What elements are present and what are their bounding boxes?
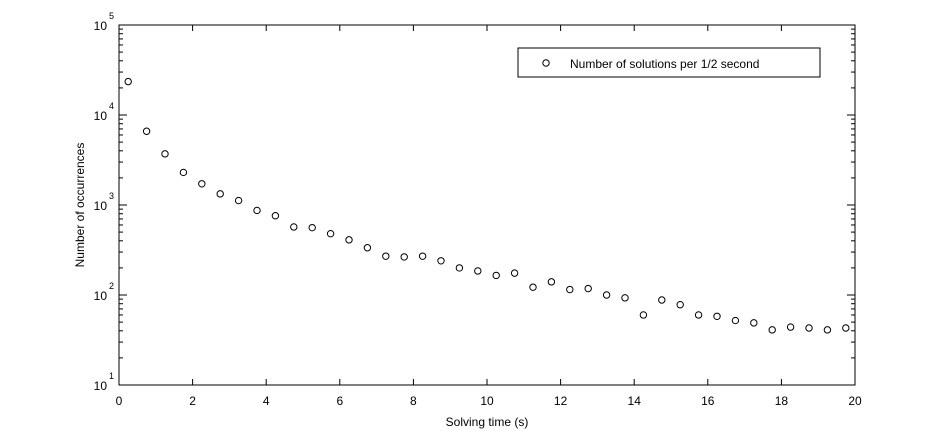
data-point <box>400 253 408 261</box>
data-point <box>529 283 537 291</box>
data-point <box>382 252 390 260</box>
data-point <box>731 316 740 325</box>
legend: Number of solutions per 1/2 second <box>517 47 821 78</box>
x-tick-label: 18 <box>775 394 789 408</box>
data-point <box>253 206 261 215</box>
data-point <box>216 190 224 198</box>
data-point <box>142 127 151 135</box>
x-axis: 0 2 4 6 8 10 12 14 16 18 20 <box>116 25 862 408</box>
data-point <box>805 324 813 332</box>
legend-entry: Number of solutions per 1/2 second <box>570 57 759 71</box>
x-tick-label: 4 <box>263 394 270 408</box>
data-point <box>750 319 758 327</box>
data-point <box>658 296 666 304</box>
data-point <box>842 324 850 332</box>
data-point <box>474 267 482 275</box>
y-tick-label-exponent: 1 <box>109 371 114 381</box>
y-tick-label-base: 10 <box>94 289 108 303</box>
y-tick-label-base: 10 <box>94 109 108 123</box>
data-point <box>510 269 519 277</box>
data-point <box>492 271 500 280</box>
data-point <box>234 196 243 205</box>
data-point <box>124 77 132 86</box>
data-point <box>271 212 280 220</box>
x-tick-label: 16 <box>701 394 715 408</box>
data-point <box>161 150 169 158</box>
y-tick-label-exponent: 3 <box>109 191 114 201</box>
data-point <box>639 311 648 319</box>
data-point <box>786 323 795 331</box>
data-point <box>602 291 611 299</box>
data-point <box>676 301 684 309</box>
data-point <box>768 326 776 334</box>
x-axis-label: Solving time (s) <box>446 415 529 429</box>
data-point <box>363 244 372 252</box>
data-point <box>345 236 353 244</box>
x-tick-label: 10 <box>480 394 494 408</box>
y-tick-label-base: 10 <box>94 199 108 213</box>
data-point <box>584 284 592 293</box>
plot-area <box>118 24 856 386</box>
data-point <box>823 326 832 334</box>
x-tick-label: 20 <box>848 394 862 408</box>
data-point <box>713 312 721 320</box>
data-point <box>455 264 464 272</box>
data-point <box>694 311 703 319</box>
data-point <box>308 223 316 232</box>
data-point <box>566 285 574 294</box>
data-point <box>290 223 298 231</box>
y-axis-label: Number of occurrences <box>73 143 87 268</box>
y-tick-label-exponent: 4 <box>109 101 114 111</box>
x-tick-label: 12 <box>554 394 568 408</box>
data-point <box>437 257 445 265</box>
y-tick-label-exponent: 5 <box>109 11 114 21</box>
x-tick-label: 2 <box>189 394 196 408</box>
x-tick-label: 0 <box>116 394 123 408</box>
y-tick-label-base: 10 <box>94 19 108 33</box>
data-point <box>418 252 427 260</box>
data-point <box>547 278 556 286</box>
y-tick-label-exponent: 2 <box>109 281 114 291</box>
data-points <box>124 77 850 334</box>
legend-box <box>517 47 821 78</box>
y-tick-label-base: 10 <box>94 379 108 393</box>
x-tick-label: 6 <box>336 394 343 408</box>
data-point <box>179 168 188 177</box>
x-tick-label: 14 <box>628 394 642 408</box>
data-point <box>198 180 206 188</box>
data-point <box>326 229 335 238</box>
data-point <box>621 294 629 302</box>
legend-marker <box>542 59 550 67</box>
x-tick-label: 8 <box>410 394 417 408</box>
